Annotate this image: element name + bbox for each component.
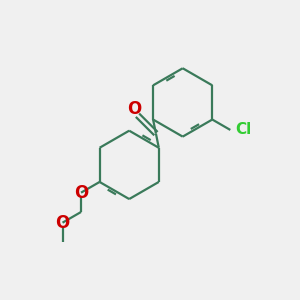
Text: O: O: [74, 184, 88, 202]
Text: O: O: [56, 214, 70, 232]
Text: Cl: Cl: [236, 122, 252, 137]
Text: O: O: [127, 100, 141, 118]
